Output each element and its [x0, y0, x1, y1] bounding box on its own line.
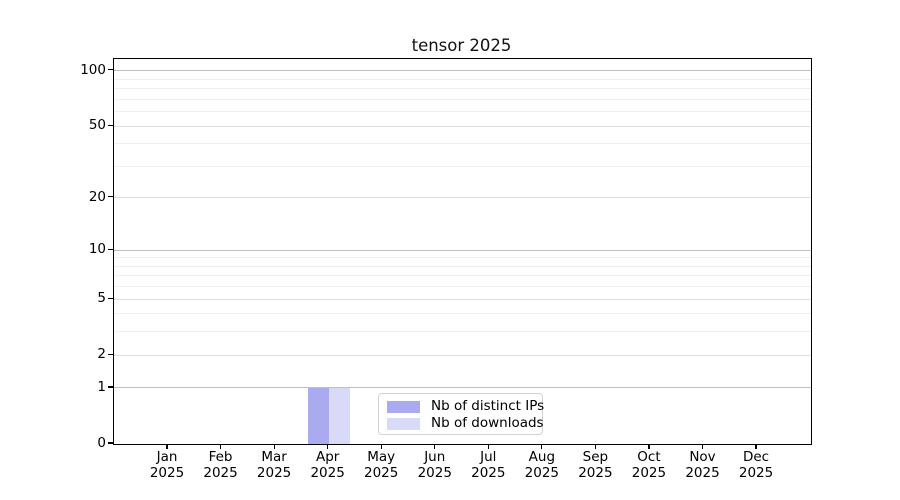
x-tick-mark-sep: [594, 444, 596, 449]
gridline-minor: [114, 98, 811, 100]
x-tick-mark-dec: [755, 444, 757, 449]
gridline-major: [114, 125, 811, 127]
x-tick-mark-nov: [701, 444, 704, 449]
x-tick-label-jan: Jan 2025: [149, 449, 185, 481]
x-tick-label-nov: Nov 2025: [685, 449, 720, 481]
x-tick-label-feb: Feb 2025: [203, 449, 238, 481]
x-tick-label-sep: Sep 2025: [578, 449, 613, 481]
gridline-minor: [114, 111, 811, 113]
x-tick-label-aug: Aug 2025: [524, 449, 560, 481]
x-tick-label-oct: Oct 2025: [631, 449, 667, 481]
y-tick-mark-5: [108, 297, 113, 299]
y-tick-label-0: 0: [97, 435, 106, 451]
gridline-minor: [114, 286, 811, 288]
gridline-major-decade: [114, 70, 811, 72]
x-tick-mark-jan: [166, 444, 168, 449]
y-tick-label-1: 1: [97, 378, 106, 395]
gridline-minor: [114, 257, 811, 259]
x-tick-label-jul: Jul 2025: [471, 449, 506, 481]
legend-label-downloads: Nb of downloads: [431, 415, 544, 431]
x-tick-mark-mar: [273, 444, 275, 449]
legend-item-distinct-ips: Nb of distinct IPs: [387, 398, 544, 415]
x-tick-mark-jul: [487, 444, 489, 449]
y-tick-mark-100: [108, 69, 113, 71]
plot-area: [113, 58, 812, 445]
legend-swatch-downloads: [387, 417, 420, 430]
gridline-major-decade: [114, 249, 811, 251]
gridline-minor: [114, 331, 811, 333]
x-tick-mark-apr: [327, 444, 329, 449]
gridline-minor: [114, 78, 811, 80]
x-tick-label-jun: Jun 2025: [417, 449, 452, 481]
gridline-major-decade: [114, 387, 811, 389]
gridline-major: [114, 298, 811, 300]
x-tick-label-mar: Mar 2025: [256, 449, 292, 481]
x-tick-mark-jun: [434, 444, 436, 449]
y-tick-label-2: 2: [97, 346, 106, 363]
gridline-minor: [114, 165, 811, 167]
gridline-major: [114, 197, 811, 199]
gridline-minor: [114, 88, 811, 90]
legend-label-distinct-ips: Nb of distinct IPs: [431, 398, 545, 414]
gridline-minor: [114, 313, 811, 315]
x-tick-mark-aug: [541, 444, 543, 449]
x-tick-mark-feb: [219, 444, 222, 449]
gridline-major: [114, 354, 811, 356]
x-tick-mark-may: [380, 444, 382, 449]
y-tick-label-10: 10: [88, 241, 106, 258]
legend: Nb of distinct IPs Nb of downloads: [378, 393, 544, 435]
bar-nb-of-distinct-ips-apr-2025: [307, 387, 329, 444]
y-tick-label-50: 50: [88, 117, 106, 134]
legend-item-downloads: Nb of downloads: [387, 415, 544, 432]
gridline-minor: [114, 265, 811, 267]
bar-nb-of-downloads-apr-2025: [328, 387, 350, 444]
x-tick-mark-oct: [648, 444, 650, 449]
y-tick-label-100: 100: [80, 61, 106, 78]
legend-swatch-distinct-ips: [387, 400, 420, 413]
gridline-minor: [114, 143, 811, 145]
y-tick-mark-50: [108, 124, 113, 126]
y-tick-mark-1: [108, 386, 113, 388]
x-tick-label-apr: Apr 2025: [310, 449, 345, 481]
y-tick-mark-20: [108, 196, 113, 198]
gridline-minor: [114, 275, 811, 277]
x-tick-label-dec: Dec 2025: [738, 449, 774, 481]
y-tick-mark-10: [108, 248, 113, 250]
y-tick-label-5: 5: [97, 290, 106, 307]
y-tick-label-20: 20: [88, 188, 106, 205]
chart-title: tensor 2025: [411, 36, 512, 55]
y-tick-mark-0: [108, 442, 113, 444]
x-tick-label-may: May 2025: [364, 449, 399, 481]
y-tick-mark-2: [108, 353, 113, 355]
